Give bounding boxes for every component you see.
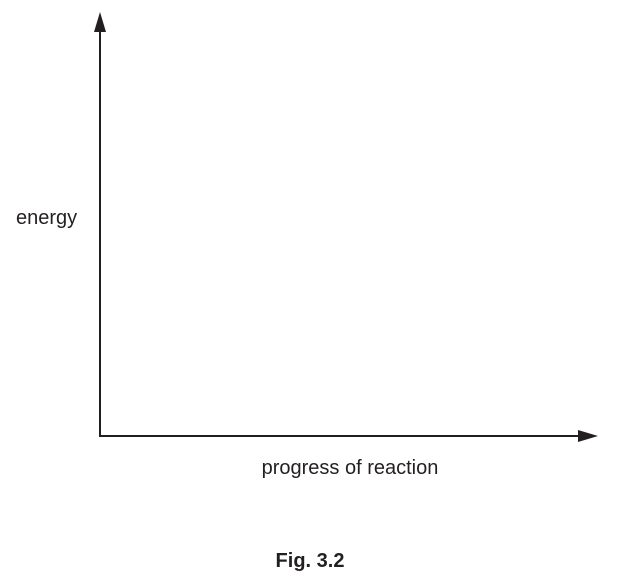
caption: Fig. 3.2 — [276, 550, 345, 572]
x-axis-arrow — [578, 430, 598, 442]
x-axis-label: progress of reaction — [262, 457, 439, 479]
y-axis-label: energy — [16, 207, 77, 229]
y-axis-arrow — [94, 12, 106, 32]
